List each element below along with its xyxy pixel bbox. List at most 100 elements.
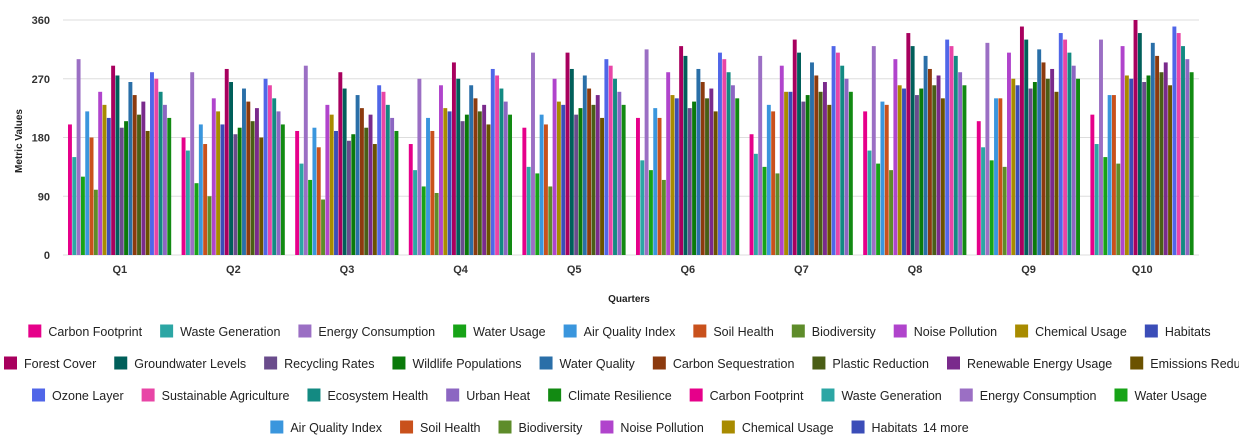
legend-item[interactable]: Energy Consumption bbox=[298, 324, 435, 340]
bar[interactable] bbox=[115, 75, 120, 255]
bar[interactable] bbox=[766, 104, 771, 255]
bar[interactable] bbox=[368, 114, 373, 256]
bar[interactable] bbox=[713, 111, 718, 255]
bar[interactable] bbox=[792, 39, 797, 256]
bar[interactable] bbox=[762, 166, 767, 255]
bar[interactable] bbox=[1015, 85, 1020, 256]
bar[interactable] bbox=[919, 88, 924, 256]
bar[interactable] bbox=[76, 59, 81, 255]
bar[interactable] bbox=[876, 163, 881, 255]
bar[interactable] bbox=[190, 72, 195, 255]
bar[interactable] bbox=[1142, 82, 1147, 255]
legend-item[interactable]: Chemical Usage bbox=[1015, 324, 1127, 340]
bar[interactable] bbox=[889, 170, 894, 255]
bar[interactable] bbox=[1099, 39, 1103, 256]
bar[interactable] bbox=[902, 88, 906, 256]
bar[interactable] bbox=[1076, 78, 1080, 255]
bar[interactable] bbox=[216, 111, 221, 255]
bar[interactable] bbox=[443, 108, 448, 255]
legend-item[interactable]: Forest Cover bbox=[4, 356, 96, 372]
legend-item[interactable]: Ozone Layer bbox=[32, 388, 124, 404]
bar[interactable] bbox=[158, 91, 163, 255]
bar[interactable] bbox=[469, 85, 474, 256]
bar[interactable] bbox=[1163, 62, 1168, 255]
bar[interactable] bbox=[381, 91, 386, 255]
bar[interactable] bbox=[439, 85, 443, 256]
bar[interactable] bbox=[526, 166, 531, 255]
bar[interactable] bbox=[932, 85, 937, 256]
bar[interactable] bbox=[949, 46, 954, 255]
bar[interactable] bbox=[207, 196, 212, 255]
bar[interactable] bbox=[72, 157, 77, 255]
bar[interactable] bbox=[254, 108, 259, 255]
bar[interactable] bbox=[722, 59, 727, 255]
bar[interactable] bbox=[923, 55, 928, 256]
bar[interactable] bbox=[1124, 75, 1129, 255]
bar[interactable] bbox=[473, 98, 478, 255]
legend-item[interactable]: Air Quality Index bbox=[563, 324, 676, 340]
bar[interactable] bbox=[679, 46, 684, 255]
bar[interactable] bbox=[543, 124, 548, 255]
bar[interactable] bbox=[998, 98, 1003, 255]
bar[interactable] bbox=[613, 78, 617, 255]
bar[interactable] bbox=[93, 189, 98, 255]
bar[interactable] bbox=[1041, 62, 1046, 255]
bar[interactable] bbox=[548, 186, 553, 255]
bar[interactable] bbox=[640, 160, 645, 255]
bar[interactable] bbox=[1120, 46, 1125, 255]
bar[interactable] bbox=[1116, 163, 1121, 255]
bar[interactable] bbox=[490, 68, 495, 255]
bar[interactable] bbox=[390, 117, 395, 256]
bar[interactable] bbox=[771, 111, 776, 255]
bar[interactable] bbox=[696, 68, 701, 255]
bar[interactable] bbox=[259, 137, 264, 256]
legend-item[interactable]: Habitats bbox=[1144, 324, 1211, 340]
bar[interactable] bbox=[784, 91, 789, 255]
bar[interactable] bbox=[220, 124, 225, 255]
bar[interactable] bbox=[68, 124, 72, 255]
bar[interactable] bbox=[145, 130, 150, 255]
bar[interactable] bbox=[482, 104, 487, 255]
legend-item[interactable]: Ecosystem Health bbox=[307, 388, 428, 404]
bar[interactable] bbox=[102, 104, 107, 255]
bar[interactable] bbox=[508, 114, 512, 256]
bar[interactable] bbox=[700, 82, 705, 255]
bar[interactable] bbox=[653, 108, 658, 255]
bar[interactable] bbox=[962, 85, 967, 256]
legend-item[interactable]: Soil Health bbox=[400, 420, 481, 436]
legend-item[interactable]: Urban Heat bbox=[446, 388, 531, 404]
bar[interactable] bbox=[150, 72, 154, 255]
bar[interactable] bbox=[1045, 78, 1050, 255]
bar[interactable] bbox=[621, 104, 626, 255]
bar[interactable] bbox=[531, 52, 535, 256]
bar[interactable] bbox=[705, 98, 709, 255]
bar[interactable] bbox=[552, 78, 557, 255]
bar[interactable] bbox=[338, 72, 343, 255]
bar[interactable] bbox=[1067, 52, 1072, 256]
bar[interactable] bbox=[718, 52, 722, 256]
bar[interactable] bbox=[666, 72, 671, 255]
bar[interactable] bbox=[840, 65, 845, 255]
bar[interactable] bbox=[867, 150, 872, 255]
bar[interactable] bbox=[915, 95, 919, 255]
bar[interactable] bbox=[364, 127, 369, 255]
bar[interactable] bbox=[250, 121, 255, 255]
bar[interactable] bbox=[316, 147, 321, 255]
bar[interactable] bbox=[831, 46, 836, 255]
legend-item[interactable]: Air Quality Index bbox=[270, 420, 383, 436]
legend-item[interactable]: Water Quality bbox=[539, 356, 636, 372]
bar[interactable] bbox=[421, 186, 426, 255]
bar[interactable] bbox=[128, 82, 133, 255]
bar[interactable] bbox=[237, 127, 242, 255]
bar[interactable] bbox=[735, 98, 740, 255]
legend-item[interactable]: Biodiversity bbox=[498, 420, 584, 436]
legend-item[interactable]: Plastic Reduction bbox=[812, 356, 929, 372]
bar[interactable] bbox=[106, 117, 111, 256]
bar[interactable] bbox=[242, 88, 246, 256]
bar[interactable] bbox=[827, 104, 832, 255]
legend[interactable]: Carbon Footprint Waste Generation Energy C… bbox=[4, 324, 1239, 436]
bar[interactable] bbox=[495, 75, 500, 255]
bar[interactable] bbox=[1189, 72, 1194, 255]
bar[interactable] bbox=[1094, 144, 1099, 255]
bar[interactable] bbox=[591, 104, 596, 255]
